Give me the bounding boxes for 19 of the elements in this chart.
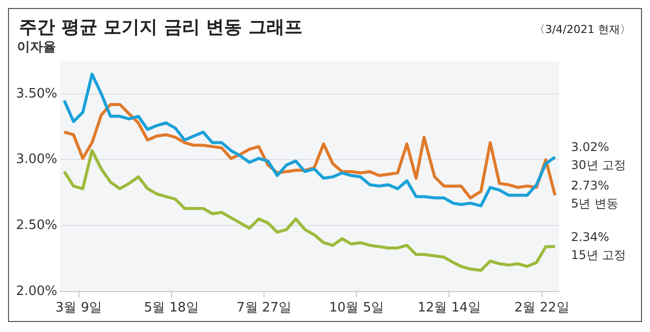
x-tick-label: 12월 14일 [418,300,481,316]
data-label: 2.34% [571,230,610,244]
series-label: 30년 고정 [571,158,626,172]
x-tick-label: 10월 5일 [329,300,384,316]
data-label: 3.02% [571,140,610,154]
chart-title: 주간 평균 모기지 금리 변동 그래프 [19,16,302,39]
x-tick-label: 3월 9일 [55,300,102,316]
y-axis-title: 이자율 [17,40,56,55]
series-label: 15년 고정 [571,248,626,262]
y-tick-label: 2.50% [16,218,58,233]
y-tick-label: 2.00% [16,284,58,299]
x-tick-label: 7월 27일 [236,300,292,316]
text: 〈3/4/2021 현재〉 [534,22,631,37]
y-tick-label: 3.50% [16,86,58,102]
y-tick-label: 3.00% [16,152,58,168]
series-label: 5년 변동 [571,196,618,210]
x-tick-label: 2월 22일 [514,300,570,316]
data-label: 2.73% [571,178,610,192]
x-tick-label: 5월 18일 [144,300,199,316]
